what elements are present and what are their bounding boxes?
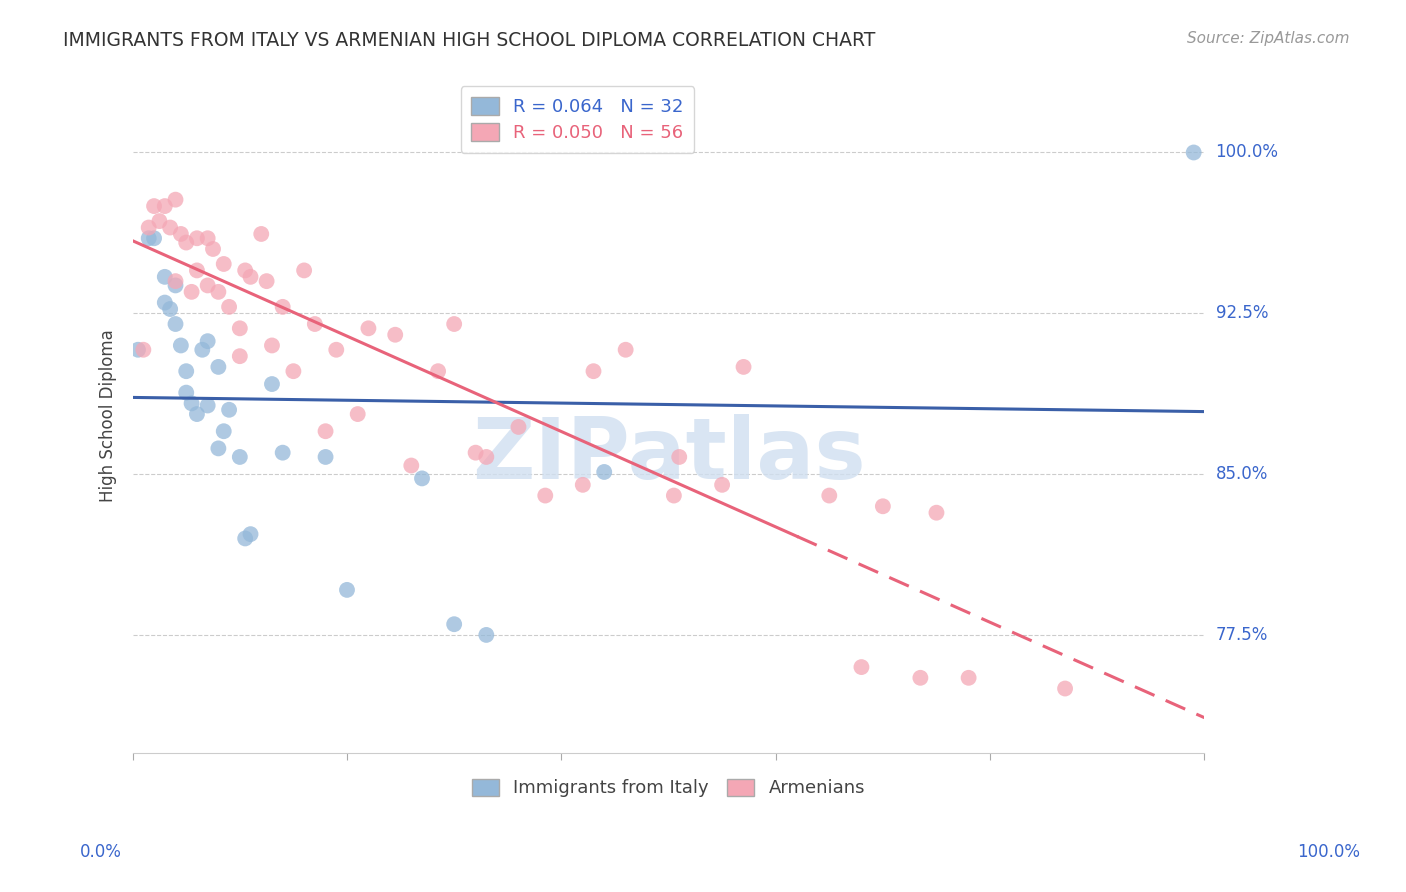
Text: 92.5%: 92.5% [1216, 304, 1268, 322]
Point [818, 489, 841, 503]
Point [207, 359, 229, 374]
Point [443, 617, 465, 632]
Point [132, 343, 155, 357]
Point [218, 300, 240, 314]
Point [186, 231, 208, 245]
Point [271, 445, 294, 459]
Point [260, 377, 283, 392]
Point [872, 500, 894, 514]
Point [593, 465, 616, 479]
Point [159, 220, 181, 235]
Point [662, 489, 685, 503]
Point [384, 327, 406, 342]
Point [207, 285, 229, 299]
Point [153, 269, 176, 284]
Point [212, 424, 235, 438]
Point [711, 478, 734, 492]
Y-axis label: High School Diploma: High School Diploma [100, 329, 117, 501]
Point [138, 220, 160, 235]
Text: IMMIGRANTS FROM ITALY VS ARMENIAN HIGH SCHOOL DIPLOMA CORRELATION CHART: IMMIGRANTS FROM ITALY VS ARMENIAN HIGH S… [63, 31, 876, 50]
Point [1054, 681, 1077, 696]
Point [239, 527, 262, 541]
Point [292, 263, 315, 277]
Text: 100.0%: 100.0% [1298, 843, 1360, 861]
Point [411, 471, 433, 485]
Point [250, 227, 273, 241]
Point [197, 334, 219, 348]
Point [148, 214, 170, 228]
Point [401, 458, 423, 473]
Point [170, 338, 193, 352]
Point [475, 628, 498, 642]
Point [174, 385, 197, 400]
Point [202, 242, 225, 256]
Point [1182, 145, 1205, 160]
Point [212, 257, 235, 271]
Point [464, 445, 486, 459]
Point [668, 450, 690, 464]
Point [475, 450, 498, 464]
Point [218, 402, 240, 417]
Point [207, 442, 229, 456]
Point [571, 478, 593, 492]
Point [315, 424, 337, 438]
Point [315, 450, 337, 464]
Point [260, 338, 283, 352]
Legend: Immigrants from Italy, Armenians: Immigrants from Italy, Armenians [465, 772, 872, 805]
Point [239, 269, 262, 284]
Point [197, 278, 219, 293]
Point [165, 274, 187, 288]
Point [229, 321, 252, 335]
Point [443, 317, 465, 331]
Point [174, 235, 197, 250]
Point [229, 450, 252, 464]
Point [165, 193, 187, 207]
Text: 100.0%: 100.0% [1216, 144, 1278, 161]
Point [138, 231, 160, 245]
Point [159, 301, 181, 316]
Point [186, 263, 208, 277]
Point [957, 671, 980, 685]
Point [346, 407, 368, 421]
Text: 0.0%: 0.0% [80, 843, 122, 861]
Point [733, 359, 755, 374]
Point [186, 407, 208, 421]
Text: Source: ZipAtlas.com: Source: ZipAtlas.com [1187, 31, 1350, 46]
Text: ZIPatlas: ZIPatlas [471, 414, 866, 497]
Point [256, 274, 278, 288]
Point [925, 506, 948, 520]
Point [191, 343, 214, 357]
Point [197, 231, 219, 245]
Text: 77.5%: 77.5% [1216, 626, 1268, 644]
Point [174, 364, 197, 378]
Point [534, 489, 557, 503]
Point [170, 227, 193, 241]
Point [357, 321, 380, 335]
Point [165, 278, 187, 293]
Point [143, 199, 166, 213]
Point [153, 295, 176, 310]
Point [229, 349, 252, 363]
Point [180, 285, 202, 299]
Point [304, 317, 326, 331]
Point [197, 399, 219, 413]
Point [233, 532, 256, 546]
Point [271, 300, 294, 314]
Point [283, 364, 305, 378]
Point [336, 582, 359, 597]
Point [614, 343, 637, 357]
Point [851, 660, 873, 674]
Point [143, 231, 166, 245]
Point [127, 343, 149, 357]
Point [165, 317, 187, 331]
Point [508, 420, 530, 434]
Point [233, 263, 256, 277]
Point [325, 343, 347, 357]
Point [180, 396, 202, 410]
Text: 85.0%: 85.0% [1216, 465, 1268, 483]
Point [153, 199, 176, 213]
Point [427, 364, 450, 378]
Point [910, 671, 932, 685]
Point [582, 364, 605, 378]
